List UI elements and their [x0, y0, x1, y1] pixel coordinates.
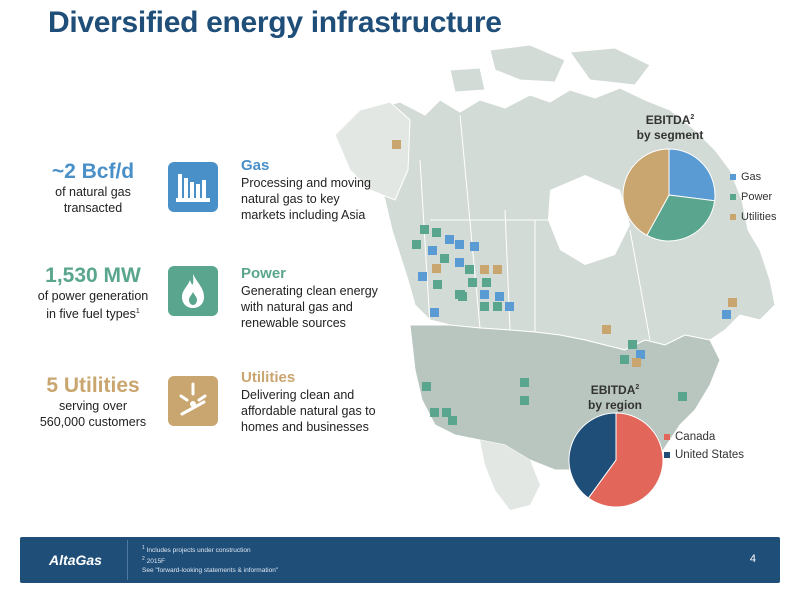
segment-gas: Gas Processing and moving natural gas to…	[241, 156, 411, 223]
segment-gas-desc-1: Processing and moving	[241, 176, 371, 190]
altagas-logo: AltaGas	[24, 540, 128, 580]
pie-segment-title-line2: by segment	[636, 128, 704, 142]
footnote-ref: 1	[135, 308, 140, 315]
legend-label-power: Power	[741, 191, 773, 203]
footnote-1: Includes projects under construction	[146, 547, 251, 555]
stat-power: 1,530 MW of power generation in five fue…	[18, 264, 168, 322]
segment-utilities-desc-1: Delivering clean and	[241, 388, 355, 402]
pie-region-slice-canada	[587, 412, 664, 508]
stat-gas-line2: transacted	[63, 201, 123, 215]
pie-segment-title-main: EBITDA	[645, 113, 691, 127]
segment-utilities-heading: Utilities	[241, 369, 296, 386]
footer-bar: AltaGas 1 Includes projects under constr…	[20, 537, 780, 583]
facility-markers	[392, 140, 737, 425]
segment-gas-heading: Gas	[241, 157, 270, 174]
segment-gas-desc-2: natural gas to key	[241, 192, 340, 206]
segment-power-heading: Power	[241, 265, 287, 282]
legend-label-gas: Gas	[741, 171, 762, 183]
segment-utilities-desc-3: homes and businesses	[241, 420, 369, 434]
segment-utilities-desc-2: affordable natural gas to	[241, 404, 376, 418]
pie-region-slice-united-states	[568, 412, 617, 499]
pie-segment-title: EBITDA2 by segment	[620, 110, 720, 143]
legend-label-utilities: Utilities	[741, 211, 777, 223]
legend-swatch-power	[730, 194, 736, 200]
legend-swatch-canada	[664, 434, 670, 440]
stat-utilities-line2: 560,000 customers	[39, 415, 147, 429]
legend-item-us: United States	[664, 446, 744, 464]
page-title: Diversified energy infrastructure	[48, 6, 502, 39]
pie-segment-title-sup: 2	[690, 114, 695, 121]
pie-chart-segment	[622, 148, 716, 242]
segment-utilities: Utilities Delivering clean and affordabl…	[241, 368, 411, 435]
stat-utilities-line1: serving over	[58, 399, 128, 413]
pie-region-title-main: EBITDA	[590, 383, 636, 397]
footnote-3: See "forward-looking statements & inform…	[142, 567, 279, 575]
footnotes: 1 Includes projects under construction 2…	[142, 544, 278, 575]
gas-burner-icon	[168, 376, 218, 426]
segment-power-desc-2: with natural gas and	[241, 300, 353, 314]
stat-power-line2: in five fuel types	[46, 307, 136, 322]
alaska-landmass	[334, 101, 411, 201]
legend-label-us: United States	[675, 449, 745, 461]
stat-utilities-value: 5 Utilities	[46, 374, 140, 397]
pie-segment-legend: Gas Power Utilities	[730, 167, 776, 227]
stat-gas-line1: of natural gas	[55, 185, 131, 199]
footnote-1-marker: 1	[142, 545, 145, 551]
pie-segment-slice-gas	[668, 148, 716, 202]
flame-icon	[168, 266, 218, 316]
stat-power-value: 1,530 MW	[45, 264, 141, 287]
page-number: 4	[749, 553, 756, 565]
segment-gas-desc-3: markets including Asia	[241, 208, 366, 222]
legend-item-gas: Gas	[730, 167, 776, 187]
pie-chart-region	[568, 412, 664, 508]
stat-gas-value: ~2 Bcf/d	[51, 160, 135, 183]
pie-region-title-line2: by region	[587, 398, 642, 412]
pie-region-title: EBITDA2 by region	[565, 380, 665, 413]
legend-swatch-gas	[730, 174, 736, 180]
pie-region-legend: Canada United States	[664, 428, 744, 464]
legend-swatch-utilities	[730, 214, 736, 220]
legend-item-utilities: Utilities	[730, 207, 776, 227]
pie-segment-slice-utilities	[622, 148, 670, 236]
gas-processing-icon	[168, 162, 218, 212]
pie-segment-slice-power	[646, 194, 716, 242]
mexico-landmass	[480, 440, 540, 510]
legend-label-canada: Canada	[675, 431, 716, 443]
stat-power-line1: of power generation	[37, 289, 149, 303]
legend-item-power: Power	[730, 187, 776, 207]
segment-power-desc-3: renewable sources	[241, 316, 346, 330]
segment-power-desc-1: Generating clean energy	[241, 284, 378, 298]
footnote-2: 2015F	[146, 558, 166, 566]
footnote-2-marker: 2	[142, 556, 145, 563]
segment-power: Power Generating clean energy with natur…	[241, 264, 411, 331]
legend-item-canada: Canada	[664, 428, 744, 446]
pie-region-title-sup: 2	[635, 384, 640, 391]
stat-utilities: 5 Utilities serving over 560,000 custome…	[18, 374, 168, 430]
stat-gas: ~2 Bcf/d of natural gas transacted	[18, 160, 168, 216]
legend-swatch-us	[664, 452, 670, 458]
